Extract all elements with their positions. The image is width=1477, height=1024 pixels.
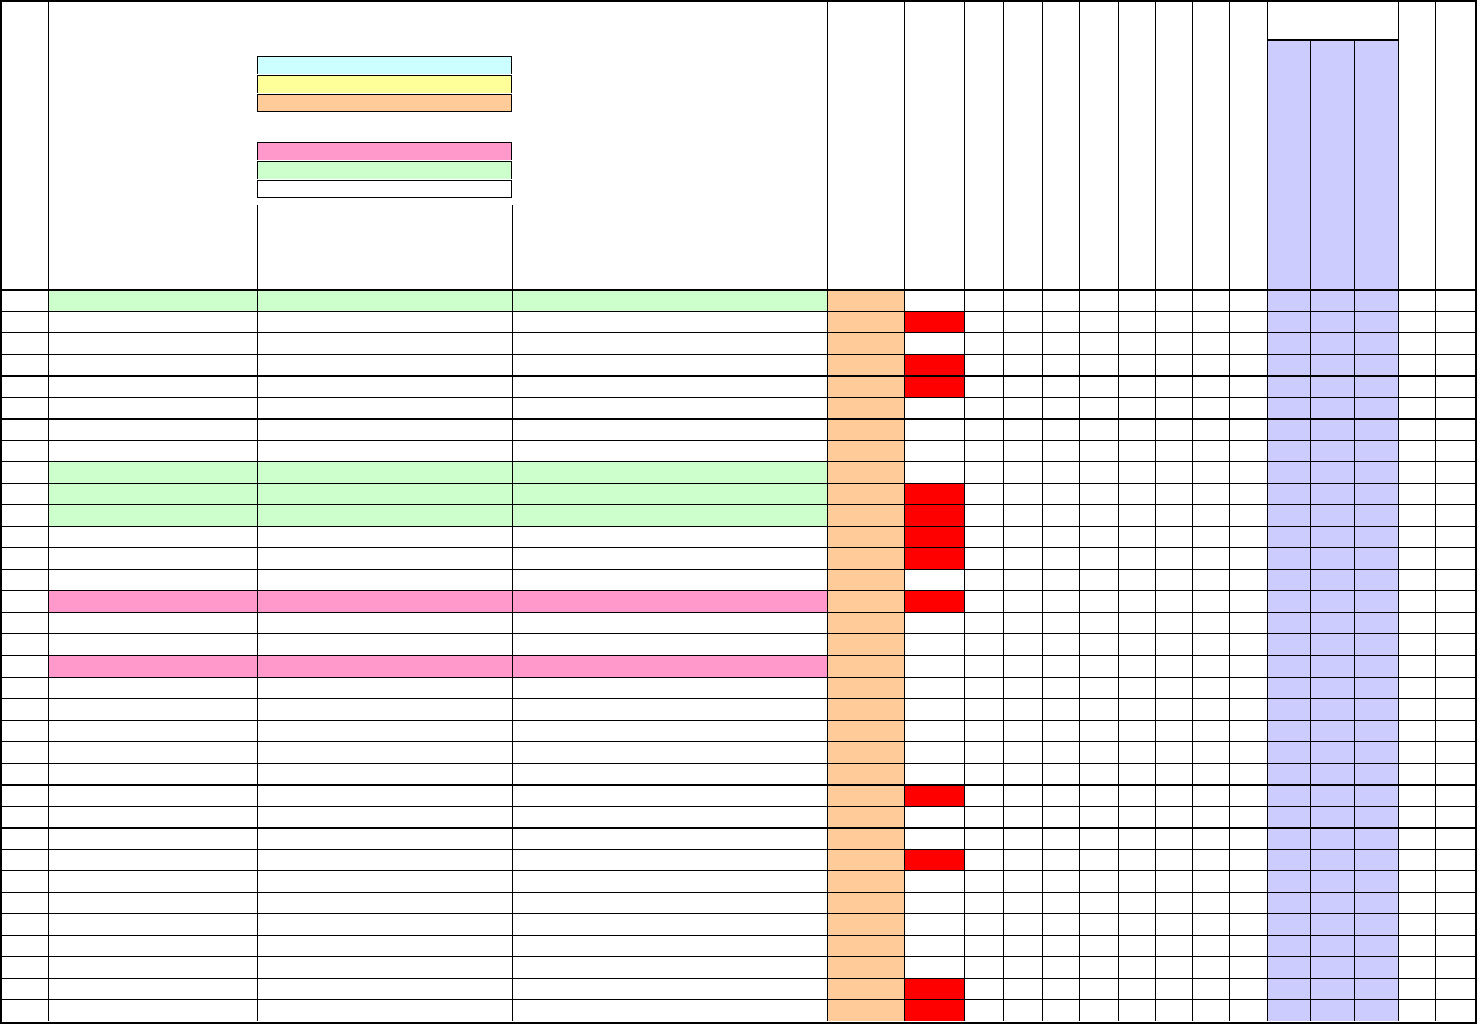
row-line	[0, 849, 1477, 850]
red-flag-cell	[904, 525, 964, 548]
row-line	[0, 806, 1477, 807]
col-line	[1118, 0, 1119, 1021]
red-flag-cell	[904, 353, 964, 376]
legend-swatch-cyan	[257, 56, 512, 74]
row-line	[0, 375, 1477, 377]
col-line	[904, 0, 905, 1021]
red-flag-cell	[904, 547, 964, 569]
col-line	[48, 0, 49, 1021]
col-line	[1398, 0, 1399, 1021]
row-fill-1	[48, 289, 827, 311]
row-fill-10	[48, 482, 827, 505]
row-line	[0, 569, 1477, 570]
red-flag-cell	[904, 590, 964, 612]
row-line	[0, 870, 1477, 871]
lavender-column-group	[1267, 40, 1398, 1021]
row-line	[0, 935, 1477, 936]
legend-swatch-green	[257, 161, 512, 179]
col-line	[1003, 0, 1004, 1021]
col-line	[1310, 40, 1311, 1021]
row-fill-18	[48, 655, 827, 677]
red-flag-cell	[904, 482, 964, 505]
red-flag-cell	[904, 977, 964, 1000]
col-line	[1229, 0, 1230, 1021]
row-line	[0, 677, 1477, 678]
row-line	[0, 698, 1477, 699]
row-line	[0, 999, 1477, 1000]
red-flag-cell	[904, 310, 964, 333]
col-line	[964, 0, 965, 1021]
row-fill-11	[48, 504, 827, 526]
col-line	[1192, 0, 1193, 1021]
row-line	[0, 827, 1477, 829]
row-line	[0, 332, 1477, 333]
col-line	[1354, 40, 1355, 1021]
row-line	[0, 892, 1477, 893]
row-line	[0, 741, 1477, 742]
row-line	[0, 978, 1477, 979]
row-line	[0, 526, 1477, 527]
row-line	[0, 354, 1477, 355]
col-line	[257, 205, 258, 289]
col-line	[827, 0, 828, 1021]
row-fill-15	[48, 590, 827, 612]
row-line	[0, 547, 1477, 548]
red-flag-cell	[904, 504, 964, 526]
col-line	[512, 205, 513, 289]
col-line	[1079, 0, 1080, 1021]
row-line	[0, 784, 1477, 786]
legend-swatch-white	[257, 180, 512, 198]
red-flag-cell	[904, 848, 964, 871]
row-line	[0, 483, 1477, 484]
col-line	[1155, 0, 1156, 1021]
legend-swatch-yellow	[257, 75, 512, 93]
red-flag-cell	[904, 784, 964, 806]
row-fill-9	[48, 461, 827, 483]
row-line	[0, 720, 1477, 721]
row-line	[0, 612, 1477, 613]
row-line	[0, 461, 1477, 462]
row-line	[0, 633, 1477, 634]
row-line	[0, 418, 1477, 420]
row-line	[0, 655, 1477, 656]
col-line	[1267, 0, 1268, 1021]
row-line	[0, 956, 1477, 957]
legend-swatch-orange	[257, 94, 512, 112]
col-line	[1435, 0, 1436, 1021]
row-line	[0, 440, 1477, 441]
row-line	[0, 590, 1477, 591]
row-line	[0, 397, 1477, 398]
red-flag-cell	[904, 375, 964, 397]
header-group-line	[1267, 39, 1398, 41]
red-flag-cell	[904, 999, 964, 1021]
legend-swatch-pink	[257, 142, 512, 160]
row-line	[0, 504, 1477, 505]
row-line	[0, 311, 1477, 312]
row-line	[0, 763, 1477, 764]
header-bottom-line	[0, 289, 1477, 291]
col-line	[1042, 0, 1043, 1021]
row-line	[0, 913, 1477, 914]
